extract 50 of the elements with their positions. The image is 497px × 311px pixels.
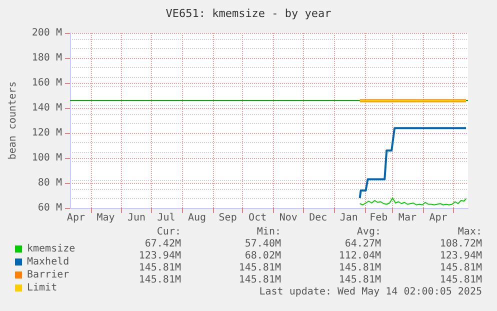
x-tick-label: Apr <box>66 212 85 224</box>
x-tick-label: Dec <box>309 212 328 224</box>
text: Min: <box>256 226 281 238</box>
y-tick-label: 140 M <box>32 102 62 114</box>
text: 145.81M <box>238 262 281 274</box>
line-series <box>358 127 468 199</box>
y-tick-label: 160 M <box>32 78 62 88</box>
legend-label: kmemsize <box>27 244 76 254</box>
legend-label: Barrier <box>27 270 70 280</box>
y-tick-label: 100 M <box>32 152 62 164</box>
text: 68.02M <box>244 250 281 262</box>
x-tick-label: Jan <box>340 212 358 224</box>
text: 145.81M <box>338 262 381 274</box>
legend-label: Maxheld <box>27 256 70 268</box>
text: 145.81M <box>138 262 181 274</box>
x-tick-label: Apr <box>429 212 448 224</box>
text: 145.81M <box>338 274 381 286</box>
x-tick-label: May <box>96 212 115 224</box>
text: Max: <box>458 226 482 238</box>
text: 123.94M <box>440 250 482 262</box>
text: 67.42M <box>144 238 181 250</box>
y-tick-label: 200 M <box>32 28 62 38</box>
x-tick-label: Oct <box>248 212 267 224</box>
x-tick-label: Aug <box>188 212 206 224</box>
x-tick-label: Feb <box>370 212 388 224</box>
text: 64.27M <box>344 238 381 250</box>
text: 108.72M <box>440 238 482 250</box>
line-series <box>359 198 467 206</box>
x-tick-label: Nov <box>279 212 298 224</box>
y-tick-label: 60 M <box>38 202 62 214</box>
text: 145.81M <box>440 262 482 274</box>
text: 145.81M <box>138 274 181 286</box>
y-tick-label: 180 M <box>32 52 62 64</box>
text: Cur: <box>156 226 181 238</box>
x-tick-label: Jul <box>157 212 176 224</box>
text: 123.94M <box>138 250 181 262</box>
y-axis-title: bean counters <box>8 81 18 160</box>
text: 57.40M <box>244 238 281 250</box>
text: 145.81M <box>440 274 482 286</box>
chart-title: VE651: kmemsize - by year <box>166 7 332 20</box>
text: Avg: <box>356 226 381 238</box>
legend-label: Limit <box>27 282 58 294</box>
text: Last update: Wed May 14 02:00:05 2025 <box>259 286 482 298</box>
x-tick-label: Sep <box>218 212 237 224</box>
y-tick-label: 80 M <box>38 178 62 188</box>
y-tick-label: 120 M <box>32 128 62 138</box>
x-tick-label: Jun <box>127 212 146 224</box>
text: 145.81M <box>238 274 281 286</box>
x-tick-label: Mar <box>398 212 416 224</box>
text: 112.04M <box>338 250 381 262</box>
